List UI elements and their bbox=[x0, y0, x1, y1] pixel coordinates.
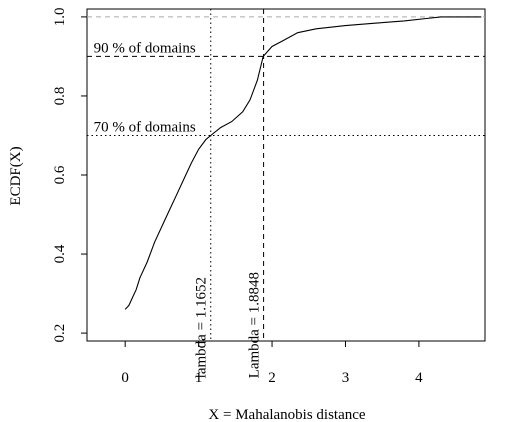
x-axis: 0 1 2 3 4 bbox=[121, 341, 423, 386]
y-tick-label-3: 0.8 bbox=[52, 87, 68, 106]
x-tick-label-3: 3 bbox=[342, 370, 350, 386]
annotation-vertical-2: lambda = 1.1652 bbox=[194, 277, 210, 378]
x-tick-label-0: 0 bbox=[121, 370, 129, 386]
plot-frame bbox=[86, 8, 486, 342]
y-tick-label-1: 0.4 bbox=[52, 244, 68, 263]
annotation-vertical-3: Lambda = 1.8848 bbox=[247, 272, 263, 378]
y-tick-label-4: 1.0 bbox=[52, 8, 68, 27]
ecdf-series-line bbox=[124, 16, 482, 310]
annotation-horizontal-1: 70 % of domains bbox=[94, 119, 196, 135]
y-axis: 0.2 0.4 0.6 0.8 1.0 bbox=[52, 8, 87, 343]
y-tick-label-0: 0.2 bbox=[52, 324, 68, 343]
annotations: 90 % of domains 70 % of domains lambda = 1… bbox=[94, 40, 263, 378]
y-axis-label: ECDF(X) bbox=[8, 146, 24, 205]
x-tick-label-4: 4 bbox=[415, 370, 423, 386]
y-tick-label-2: 0.6 bbox=[52, 165, 68, 184]
x-tick-label-1: 1 bbox=[195, 370, 203, 386]
x-tick-label-2: 2 bbox=[268, 370, 276, 386]
x-axis-label: X = Mahalanobis distance bbox=[208, 407, 366, 422]
reference-lines bbox=[87, 9, 485, 341]
annotation-horizontal-0: 90 % of domains bbox=[94, 40, 196, 56]
